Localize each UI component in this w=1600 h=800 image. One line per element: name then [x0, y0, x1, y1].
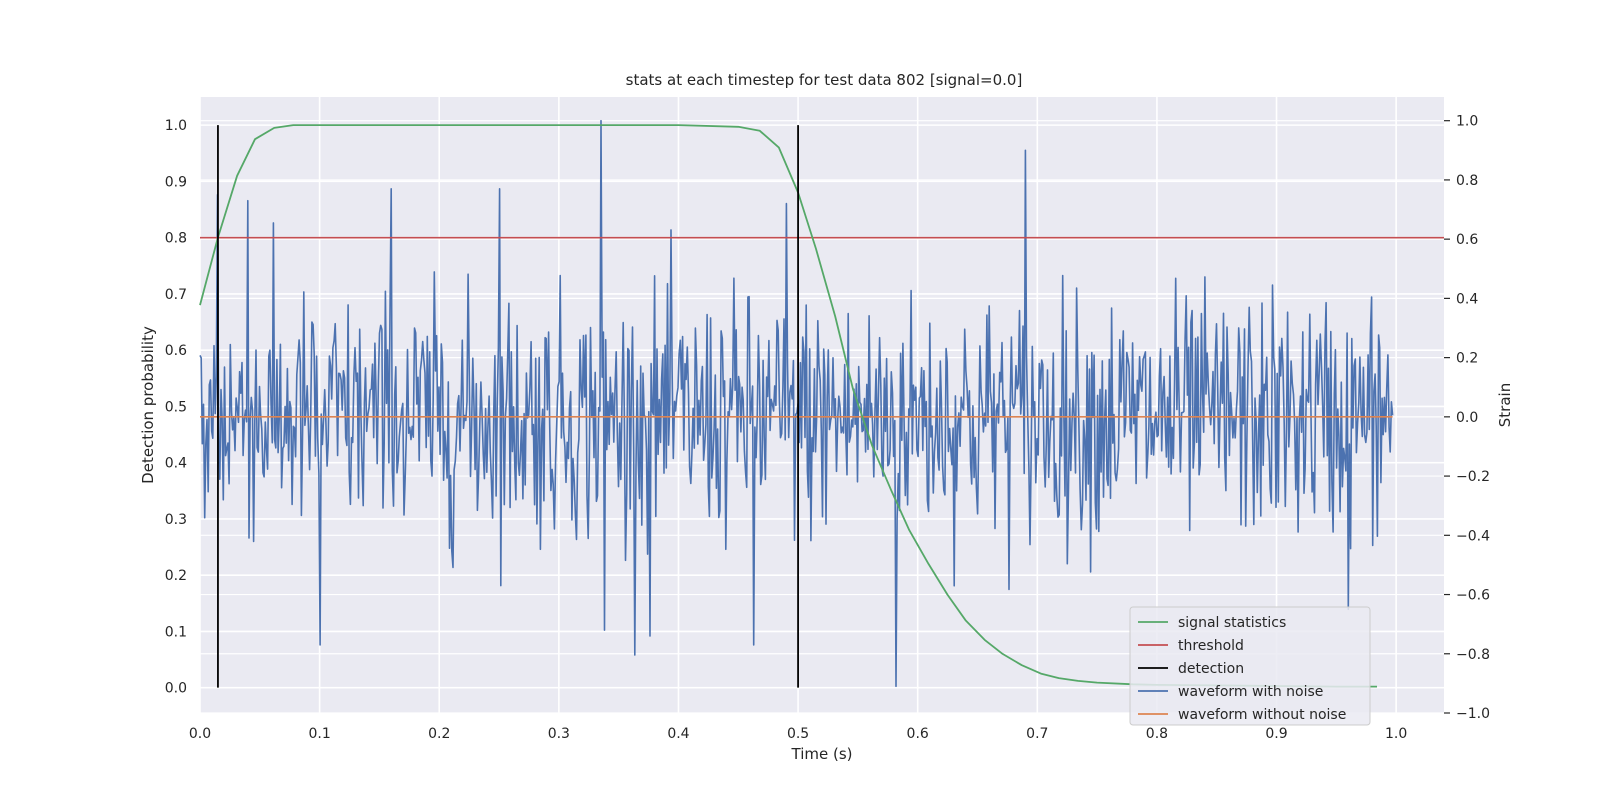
- y-tick-label-left: 0.3: [165, 512, 187, 528]
- y-tick-label-left: 0.1: [165, 624, 187, 640]
- legend-label: waveform without noise: [1178, 707, 1346, 723]
- series-layer: [199, 119, 1444, 688]
- y-tick-label-left: 0.8: [165, 231, 187, 247]
- x-tick-label: 0.8: [1146, 726, 1168, 742]
- x-tick-label: 1.0: [1385, 726, 1407, 742]
- y-axis-label-left: Detection probability: [139, 326, 157, 484]
- y-tick-label-left: 0.5: [165, 399, 187, 415]
- y-tick-label-right: 1.0: [1456, 114, 1478, 130]
- x-tick-label: 0.5: [787, 726, 809, 742]
- y-tick-label-left: 0.9: [165, 174, 187, 190]
- legend-label: signal statistics: [1178, 615, 1286, 631]
- x-axis-label: Time (s): [791, 745, 853, 763]
- y-tick-label-right: −1.0: [1456, 706, 1490, 722]
- y-tick-label-right: 0.0: [1456, 410, 1478, 426]
- y-tick-labels-right: −1.0 −0.8 −0.6 −0.4 −0.2 0.0 0.2 0.4 0.6 0.8 1.0: [1444, 114, 1490, 722]
- x-tick-label: 0.0: [189, 726, 211, 742]
- legend-label: detection: [1178, 661, 1244, 677]
- y-tick-label-left: 1.0: [165, 118, 187, 134]
- x-tick-label: 0.1: [308, 726, 330, 742]
- x-tick-label: 0.9: [1265, 726, 1287, 742]
- y-tick-label-right: 0.4: [1456, 291, 1478, 307]
- y-tick-label-left: 0.4: [165, 456, 187, 472]
- x-tick-label: 0.6: [907, 726, 929, 742]
- legend-label: waveform with noise: [1178, 684, 1323, 700]
- y-tick-label-right: −0.2: [1456, 469, 1490, 485]
- y-tick-label-right: 0.6: [1456, 232, 1478, 248]
- y-tick-label-left: 0.0: [165, 681, 187, 697]
- series-waveform-with-noise: [199, 119, 1394, 688]
- y-tick-label-right: 0.2: [1456, 351, 1478, 367]
- legend-label: threshold: [1178, 638, 1244, 654]
- x-tick-label: 0.7: [1026, 726, 1048, 742]
- y-tick-label-right: 0.8: [1456, 173, 1478, 189]
- series-signal-statistics: [199, 124, 1377, 688]
- legend: signal statistics threshold detection wavef…: [1129, 606, 1371, 726]
- x-tick-label: 0.4: [667, 726, 689, 742]
- y-tick-label-right: −0.6: [1456, 588, 1490, 604]
- y-tick-labels-left: 0.0 0.1 0.2 0.3 0.4 0.5 0.6 0.7 0.8 0.9 1.0: [165, 118, 187, 697]
- legend-box: [1129, 606, 1371, 726]
- y-tick-label-right: −0.4: [1456, 528, 1490, 544]
- y-axis-label-right: Strain: [1496, 383, 1514, 427]
- y-tick-label-right: −0.8: [1456, 647, 1490, 663]
- chart-title: stats at each timestep for test data 802…: [626, 71, 1023, 89]
- y-tick-label-left: 0.2: [165, 568, 187, 584]
- y-tick-label-left: 0.6: [165, 343, 187, 359]
- y-tick-label-left: 0.7: [165, 287, 187, 303]
- x-tick-label: 0.2: [428, 726, 450, 742]
- x-tick-labels: 0.0 0.1 0.2 0.3 0.4 0.5 0.6 0.7 0.8 0.9 1.0: [189, 726, 1407, 742]
- x-tick-label: 0.3: [548, 726, 570, 742]
